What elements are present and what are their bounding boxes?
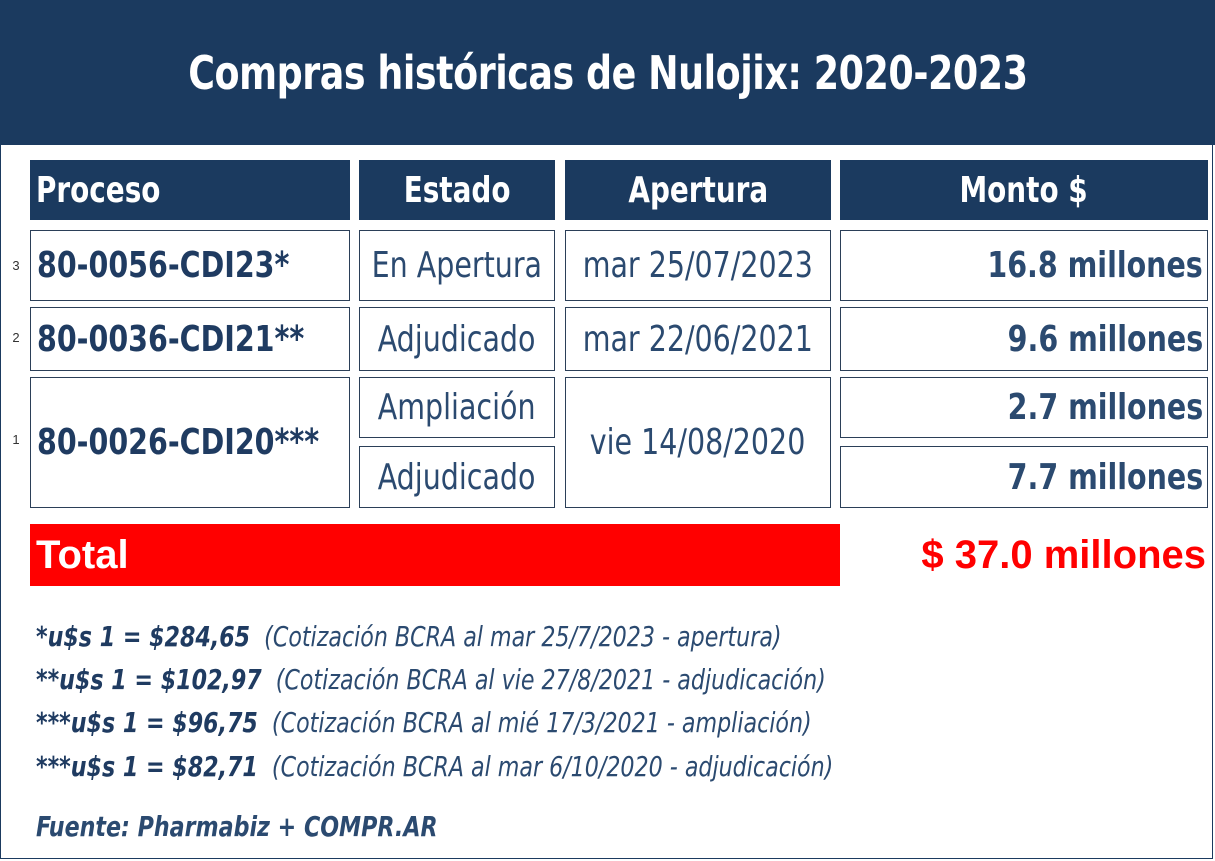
table-cell-estado: En Apertura: [359, 230, 555, 301]
table-cell-estado: Adjudicado: [359, 446, 555, 508]
exchange-note: *u$s 1 = $284,65 (Cotización BCRA al mar…: [36, 620, 782, 653]
total-label: Total: [30, 524, 840, 586]
table-cell-apertura: vie 14/08/2020: [565, 377, 831, 508]
exchange-note: ***u$s 1 = $96,75 (Cotización BCRA al mi…: [36, 706, 812, 739]
row-number: 2: [12, 330, 20, 345]
table-cell-monto: 9.6 millones: [840, 307, 1208, 371]
table-cell-apertura: mar 22/06/2021: [565, 307, 831, 371]
header-apertura: Apertura: [565, 160, 831, 220]
total-amount: $ 37.0 millones: [840, 524, 1208, 586]
row-number: 1: [12, 432, 20, 447]
table-cell-proceso: 80-0056-CDI23*: [30, 230, 350, 301]
table-cell-proceso: 80-0026-CDI20***: [30, 377, 350, 508]
header-proceso: Proceso: [30, 160, 350, 220]
table-cell-estado: Ampliación: [359, 377, 555, 438]
table-cell-monto: 16.8 millones: [840, 230, 1208, 301]
table-cell-proceso: 80-0036-CDI21**: [30, 307, 350, 371]
exchange-note: **u$s 1 = $102,97 (Cotización BCRA al vi…: [36, 663, 826, 696]
table-cell-apertura: mar 25/07/2023: [565, 230, 831, 301]
table-cell-monto: 7.7 millones: [840, 446, 1208, 508]
title-banner: Compras históricas de Nulojix: 2020-2023: [0, 0, 1215, 145]
exchange-note: ***u$s 1 = $82,71 (Cotización BCRA al ma…: [36, 750, 834, 783]
source-note: Fuente: Pharmabiz + COMPR.AR: [36, 810, 438, 843]
header-estado: Estado: [359, 160, 555, 220]
row-number: 3: [12, 258, 20, 273]
header-monto: Monto $: [840, 160, 1208, 220]
page-title: Compras históricas de Nulojix: 2020-2023: [187, 45, 1028, 100]
table-cell-estado: Adjudicado: [359, 307, 555, 371]
table-cell-monto: 2.7 millones: [840, 377, 1208, 438]
